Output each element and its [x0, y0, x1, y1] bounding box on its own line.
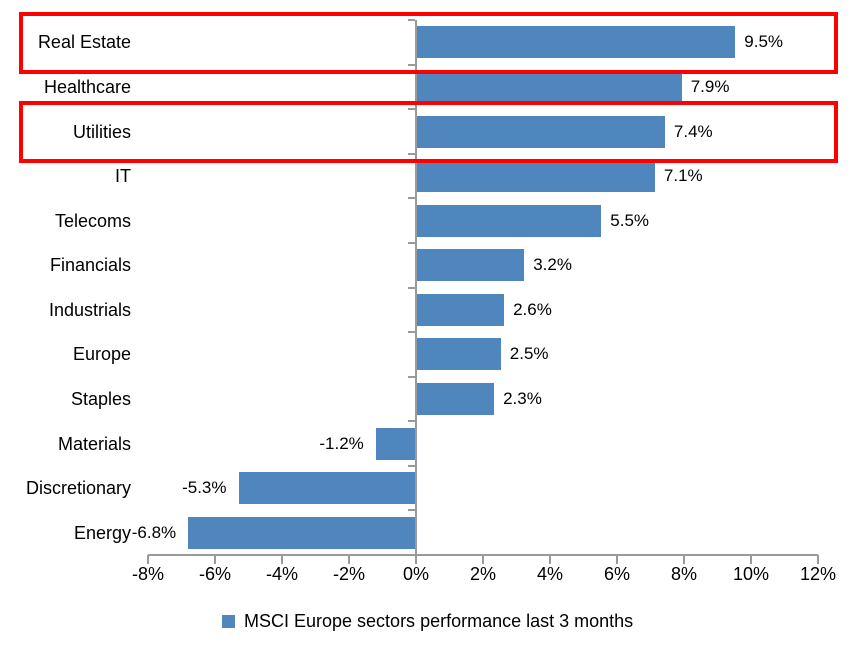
category-axis-line [415, 20, 417, 555]
category-axis-tick [408, 152, 415, 155]
highlight-box-real-estate [19, 12, 838, 74]
highlight-box-utilities [19, 101, 838, 163]
x-tick-label: -4% [265, 564, 298, 584]
bar-industrials [417, 293, 505, 326]
bar-real-estate [417, 26, 736, 59]
category-label: Utilities [72, 121, 131, 142]
category-axis-tick [408, 108, 415, 111]
value-label: 5.5% [610, 210, 650, 230]
x-tick-label: 10% [732, 564, 770, 584]
category-axis-tick [408, 331, 415, 334]
x-tick-label: 0% [402, 564, 429, 584]
bar-europe [417, 338, 501, 371]
category-label: Materials [57, 433, 131, 454]
x-axis-tick [549, 555, 551, 564]
value-label: 2.3% [503, 389, 542, 408]
value-label: -6.8% [131, 522, 177, 542]
category-axis-tick [408, 19, 415, 21]
bar-financials [417, 249, 525, 282]
x-axis-tick [147, 555, 149, 564]
x-tick-label: -6% [198, 564, 231, 584]
x-axis-tick [750, 555, 752, 564]
x-axis-tick [281, 555, 283, 564]
category-axis-tick [408, 420, 415, 423]
category-label: Energy [73, 522, 131, 543]
category-label: Financials [49, 255, 131, 276]
category-label: Discretionary [25, 478, 131, 499]
value-label: 2.6% [513, 299, 552, 319]
value-label: -1.2% [319, 433, 364, 453]
bar-staples [417, 383, 494, 415]
x-tick-label: 12% [799, 564, 837, 584]
category-label: Europe [72, 344, 131, 365]
bar-healthcare [417, 70, 682, 103]
x-tick-label: -2% [332, 564, 365, 584]
category-label: Industrials [48, 299, 131, 320]
value-label: 9.5% [744, 32, 784, 52]
value-label: 7.9% [690, 76, 730, 96]
value-label: 7.1% [663, 166, 703, 185]
category-label: IT [115, 166, 131, 186]
x-tick-label: -8% [131, 564, 164, 584]
category-axis-tick [408, 197, 415, 200]
legend-marker-icon [222, 614, 235, 628]
x-axis-tick [817, 555, 819, 564]
category-axis-tick [408, 464, 415, 467]
x-tick-label: 2% [469, 564, 496, 584]
bar-energy [188, 516, 416, 549]
category-axis-tick [408, 509, 415, 512]
bar-telecoms [417, 204, 602, 237]
value-label: 3.2% [533, 255, 572, 275]
value-label: -5.3% [182, 478, 227, 498]
bar-utilities [417, 115, 665, 148]
x-axis-tick [348, 555, 350, 564]
category-label: Staples [70, 389, 131, 409]
category-axis-tick [408, 286, 415, 289]
x-axis-tick [482, 555, 484, 564]
x-tick-label: 8% [670, 564, 697, 584]
category-label: Real Estate [37, 32, 131, 53]
category-label: Telecoms [54, 210, 131, 231]
x-tick-label: 6% [603, 564, 630, 584]
bar-it [417, 160, 655, 192]
x-axis-tick [214, 555, 216, 564]
legend-label: MSCI Europe sectors performance last 3 m… [244, 611, 634, 631]
x-axis-tick [616, 555, 618, 564]
value-label: 7.4% [673, 121, 713, 141]
x-axis-tick [415, 555, 417, 564]
category-axis-tick [408, 63, 415, 66]
bar-discretionary [238, 472, 416, 505]
x-axis-tick [683, 555, 685, 564]
x-tick-label: 4% [536, 564, 563, 584]
category-axis-tick [408, 375, 415, 378]
value-label: 2.5% [509, 344, 549, 364]
chart-legend: MSCI Europe sectors performance last 3 m… [222, 608, 633, 634]
category-label: Healthcare [43, 76, 131, 97]
category-axis-tick [408, 241, 415, 244]
bar-materials [375, 427, 416, 460]
